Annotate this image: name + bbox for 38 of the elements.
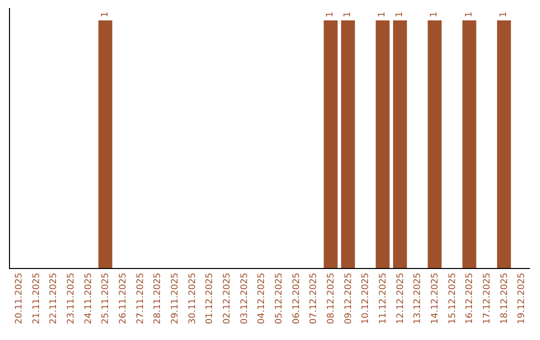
x-tick-label: 22.11.2025 <box>49 272 60 324</box>
x-tick-label: 04.12.2025 <box>257 272 268 324</box>
x-tick-label: 28.11.2025 <box>153 272 164 324</box>
data-label: 1 <box>100 12 110 18</box>
x-tick-label: 24.11.2025 <box>84 272 94 324</box>
data-label: 1 <box>464 12 474 18</box>
data-label: 1 <box>343 12 353 18</box>
x-tick-label: 07.12.2025 <box>309 272 320 324</box>
x-tick-label: 29.11.2025 <box>170 272 181 324</box>
x-tick-label: 30.11.2025 <box>188 272 198 324</box>
x-tick-label: 10.12.2025 <box>361 272 372 324</box>
x-tick-label: 25.11.2025 <box>101 272 112 324</box>
x-tick-label: 17.12.2025 <box>482 272 493 324</box>
x-tick-label: 06.12.2025 <box>292 272 302 324</box>
x-tick-label: 14.12.2025 <box>430 272 441 324</box>
x-tick-label: 19.12.2025 <box>517 272 528 324</box>
x-tick-label: 21.11.2025 <box>32 272 42 324</box>
data-label: 1 <box>326 12 336 18</box>
x-tick-label: 11.12.2025 <box>378 272 389 324</box>
x-tick-label: 01.12.2025 <box>205 272 216 324</box>
x-tick-label: 03.12.2025 <box>240 272 250 324</box>
x-tick-label: 18.12.2025 <box>500 272 510 324</box>
x-tick-label: 15.12.2025 <box>448 272 458 324</box>
x-tick-label: 20.11.2025 <box>14 272 25 324</box>
x-tick-label: 27.11.2025 <box>136 272 146 324</box>
x-tick-label: 12.12.2025 <box>396 272 406 324</box>
data-label: 1 <box>395 12 405 18</box>
x-tick-label: 09.12.2025 <box>344 272 354 324</box>
x-tick-label: 13.12.2025 <box>413 272 424 324</box>
data-label: 1 <box>430 12 440 18</box>
data-label: 1 <box>378 12 388 18</box>
x-tick-label: 02.12.2025 <box>222 272 233 324</box>
x-tick-label: 16.12.2025 <box>465 272 476 324</box>
data-label: 1 <box>499 12 509 18</box>
x-tick-label: 23.11.2025 <box>66 272 77 324</box>
x-tick-label: 05.12.2025 <box>274 272 285 324</box>
x-tick-label: 26.11.2025 <box>118 272 129 324</box>
x-tick-label: 08.12.2025 <box>326 272 337 324</box>
